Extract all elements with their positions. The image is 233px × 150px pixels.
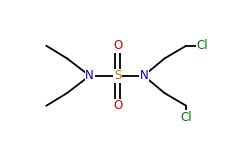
Text: Cl: Cl: [180, 111, 192, 124]
Text: O: O: [113, 39, 122, 52]
Text: N: N: [139, 69, 148, 82]
Text: N: N: [85, 69, 94, 82]
Text: S: S: [114, 69, 121, 82]
Text: O: O: [113, 99, 122, 112]
Text: Cl: Cl: [197, 39, 208, 52]
